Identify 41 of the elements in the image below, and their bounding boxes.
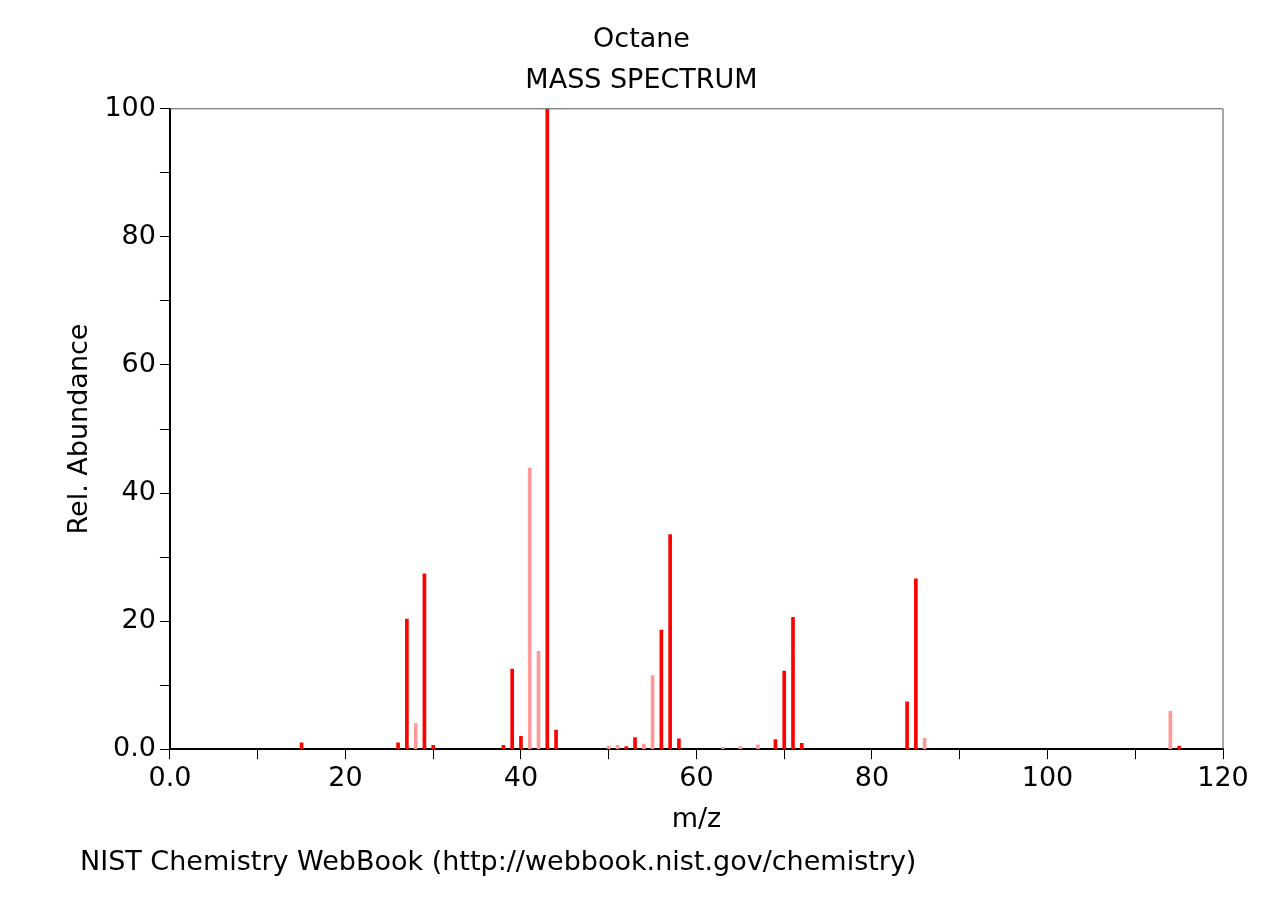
bar [624,746,629,750]
bar [527,467,532,750]
text: NIST Chemistry WebBook (http://webbook.nist.gov/chemistry) [80,845,917,876]
y-tick-label: 80 [121,218,156,250]
y-tick-label: 60 [121,346,156,378]
x-tick-label: 60 [679,761,714,793]
y-tick-label: 0.0 [112,731,156,763]
bar [519,736,523,750]
bar [782,670,787,750]
y-axis-title: Rel. Abundance [62,323,94,535]
bar [431,745,436,750]
x-tick-label: 40 [503,761,539,793]
x-tick-label: 0.0 [148,761,192,793]
x-tick-label: 120 [1197,761,1249,793]
bar [545,108,550,750]
bar [677,738,681,750]
chart-subtitle: MASS SPECTRUM [525,62,758,94]
y-tick-label: 40 [121,475,156,507]
bar [799,743,804,750]
bar [606,745,611,750]
bar [554,729,558,750]
bar [720,746,725,750]
bar [396,742,400,750]
bar [405,618,409,750]
x-tick-label: 80 [854,761,890,793]
bar [641,743,646,750]
bar [668,534,672,750]
bar [510,668,515,750]
x-tick-label: 100 [1021,761,1074,793]
bar [1177,745,1181,750]
y-tick-label: 20 [121,603,156,635]
bar [756,744,760,750]
x-tick-label: 20 [328,761,363,793]
x-axis-title: m/z [671,801,722,833]
bar [914,578,918,750]
bar [738,746,743,750]
bar [905,701,909,750]
chart-title: Octane [593,22,690,54]
bar [633,737,637,750]
y-tick-label: 100 [104,90,156,122]
bar [791,616,795,750]
